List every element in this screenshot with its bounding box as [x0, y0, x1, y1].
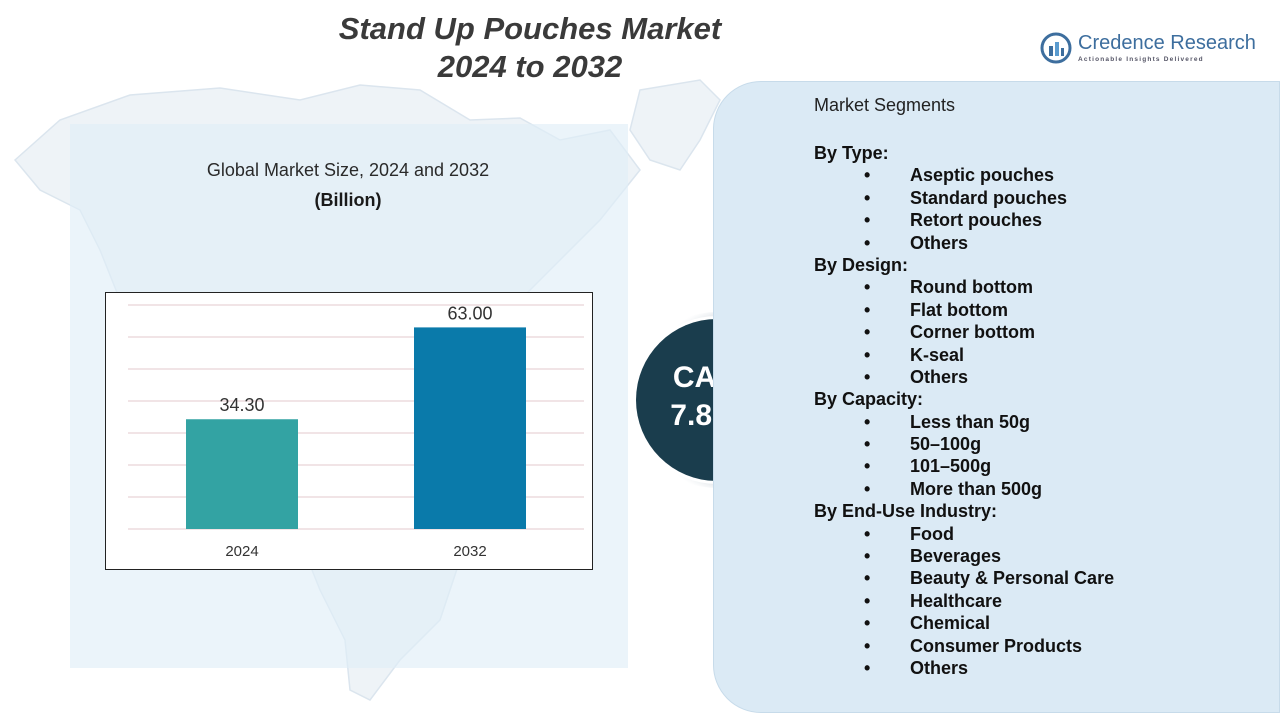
- segment-item-label: Chemical: [910, 613, 991, 634]
- bullet-icon: •: [864, 568, 871, 589]
- segment-item: • Less than 50g: [814, 411, 1254, 433]
- bullet-icon: •: [864, 366, 871, 387]
- segment-item: • 50–100g: [814, 433, 1254, 455]
- credence-logo[interactable]: Credence Research Actionable Insights De…: [1040, 32, 1270, 72]
- segment-item-label: Others: [910, 657, 969, 678]
- logo-tagline: Actionable Insights Delivered: [1078, 56, 1204, 63]
- bar-2032: [414, 327, 526, 529]
- segment-item: • Beauty & Personal Care: [814, 567, 1254, 589]
- segment-item-label: Consumer Products: [910, 635, 1083, 656]
- segment-item: • Others: [814, 657, 1254, 679]
- logo-name: Credence Research: [1078, 32, 1256, 54]
- segment-item-label: Food: [910, 523, 954, 544]
- bullet-icon: •: [864, 187, 871, 208]
- bar-chart-svg: 34.30 2024 63.00 2032: [128, 303, 584, 560]
- segment-item: • Round bottom: [814, 276, 1254, 298]
- bullet-icon: •: [864, 456, 871, 477]
- bar-2024: [186, 419, 298, 529]
- segment-item: • Flat bottom: [814, 299, 1254, 321]
- segments-panel: [713, 81, 1280, 713]
- segment-item: • K-seal: [814, 344, 1254, 366]
- bullet-icon: •: [864, 299, 871, 320]
- segment-item-label: Others: [910, 366, 969, 387]
- category-label: 2024: [225, 543, 258, 560]
- segment-group-title: By Design:: [814, 254, 909, 275]
- bullet-icon: •: [864, 523, 871, 544]
- bullet-icon: •: [864, 232, 871, 253]
- segment-item-label: Beverages: [910, 546, 1002, 567]
- page-title: Stand Up Pouches Market 2024 to 2032: [300, 10, 760, 86]
- bullet-icon: •: [864, 322, 871, 343]
- segment-item-label: Beauty & Personal Care: [910, 568, 1115, 589]
- data-label: 34.30: [219, 395, 264, 415]
- segment-item-label: Aseptic pouches: [910, 165, 1055, 186]
- data-label: 63.00: [447, 303, 492, 323]
- segment-item-label: Round bottom: [910, 277, 1033, 298]
- segment-item-label: Corner bottom: [910, 322, 1035, 343]
- chart-unit: (Billion): [314, 190, 382, 210]
- bullet-icon: •: [864, 635, 871, 656]
- segments-list: By Type: • Aseptic pouches • Standard pouche…: [814, 142, 1254, 679]
- segment-item: • Others: [814, 366, 1254, 388]
- segment-item-label: Less than 50g: [910, 411, 1031, 432]
- bullet-icon: •: [864, 434, 871, 455]
- segment-item: • Corner bottom: [814, 321, 1254, 343]
- segment-item-label: More than 500g: [910, 478, 1043, 499]
- segment-group-title: By End-Use Industry:: [814, 501, 998, 522]
- segment-item-label: Healthcare: [910, 590, 1003, 611]
- title-line-1: Stand Up Pouches Market: [338, 11, 722, 46]
- segment-item: • Beverages: [814, 545, 1254, 567]
- bullet-icon: •: [864, 546, 871, 567]
- bar-chart: 34.30 2024 63.00 2032: [105, 292, 593, 570]
- segment-item-label: K-seal: [910, 344, 965, 365]
- bullet-icon: •: [864, 478, 871, 499]
- segment-item-label: Others: [910, 232, 969, 253]
- segments-header: Market Segments: [814, 95, 956, 115]
- segment-item: • 101–500g: [814, 455, 1254, 477]
- title-line-2: 2024 to 2032: [437, 49, 623, 84]
- segment-item: • Healthcare: [814, 590, 1254, 612]
- bullet-icon: •: [864, 657, 871, 678]
- segment-item-label: Standard pouches: [910, 187, 1068, 208]
- segment-item-label: 101–500g: [910, 456, 992, 477]
- segment-item: • Others: [814, 232, 1254, 254]
- segment-item: • Aseptic pouches: [814, 164, 1254, 186]
- chart-heading: Global Market Size, 2024 and 2032: [206, 160, 490, 180]
- segment-item: • More than 500g: [814, 478, 1254, 500]
- segment-item: • Food: [814, 523, 1254, 545]
- segment-item: • Chemical: [814, 612, 1254, 634]
- bullet-icon: •: [864, 613, 871, 634]
- bullet-icon: •: [864, 277, 871, 298]
- segment-item: • Retort pouches: [814, 209, 1254, 231]
- category-label: 2032: [453, 543, 486, 560]
- segment-item-label: Retort pouches: [910, 210, 1043, 231]
- bullet-icon: •: [864, 590, 871, 611]
- segment-item: • Consumer Products: [814, 635, 1254, 657]
- segment-item-label: Flat bottom: [910, 299, 1008, 320]
- segment-item: • Standard pouches: [814, 187, 1254, 209]
- segment-group-title: By Capacity:: [814, 389, 924, 410]
- credence-logo-icon: [1040, 32, 1072, 64]
- bullet-icon: •: [864, 165, 871, 186]
- segment-item-label: 50–100g: [910, 434, 982, 455]
- bullet-icon: •: [864, 210, 871, 231]
- segment-group-title: By Type:: [814, 143, 889, 163]
- bullet-icon: •: [864, 344, 871, 365]
- bullet-icon: •: [864, 411, 871, 432]
